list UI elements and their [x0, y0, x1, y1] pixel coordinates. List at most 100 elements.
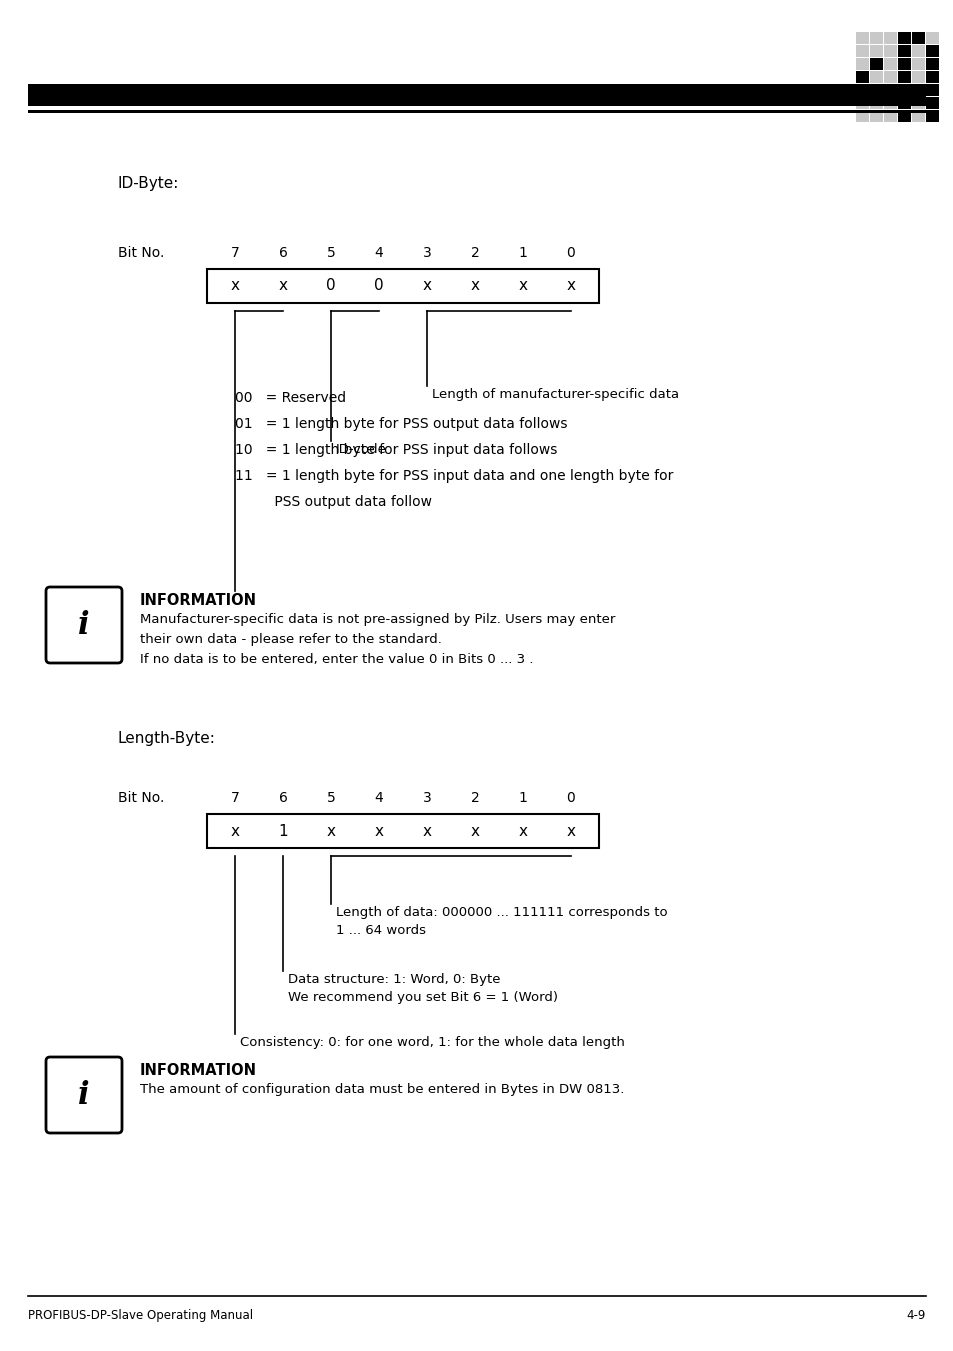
Text: INFORMATION: INFORMATION: [140, 593, 256, 608]
Bar: [883, 58, 896, 70]
Bar: [869, 97, 882, 109]
Bar: [28, 84, 925, 105]
Text: Length of manufacturer-specific data: Length of manufacturer-specific data: [432, 388, 679, 401]
Bar: [911, 72, 924, 82]
Text: 1: 1: [518, 246, 527, 259]
Text: x: x: [518, 824, 527, 839]
Bar: [897, 72, 910, 82]
Text: i: i: [78, 1079, 90, 1111]
Text: 6: 6: [278, 246, 287, 259]
Text: If no data is to be entered, enter the value 0 in Bits 0 ... 3 .: If no data is to be entered, enter the v…: [140, 653, 533, 666]
Bar: [883, 72, 896, 82]
Bar: [855, 72, 868, 82]
Bar: [869, 72, 882, 82]
Text: x: x: [326, 824, 335, 839]
Text: Data structure: 1: Word, 0: Byte
We recommend you set Bit 6 = 1 (Word): Data structure: 1: Word, 0: Byte We reco…: [288, 973, 558, 1004]
Bar: [925, 58, 938, 70]
Bar: [869, 32, 882, 45]
Text: Bit No.: Bit No.: [118, 790, 164, 805]
Bar: [897, 109, 910, 122]
Text: 11   = 1 length byte for PSS input data and one length byte for: 11 = 1 length byte for PSS input data an…: [234, 469, 673, 484]
Text: The amount of configuration data must be entered in Bytes in DW 0813.: The amount of configuration data must be…: [140, 1084, 623, 1096]
Text: 5: 5: [326, 246, 335, 259]
FancyBboxPatch shape: [46, 586, 122, 663]
Text: Length-Byte:: Length-Byte:: [118, 731, 215, 746]
Bar: [897, 97, 910, 109]
Text: 4-9: 4-9: [905, 1309, 925, 1323]
Text: x: x: [518, 278, 527, 293]
Text: 1: 1: [518, 790, 527, 805]
Bar: [911, 45, 924, 57]
Bar: [869, 58, 882, 70]
FancyBboxPatch shape: [46, 1056, 122, 1133]
Text: Length of data: 000000 ... 111111 corresponds to
1 ... 64 words: Length of data: 000000 ... 111111 corres…: [335, 907, 667, 938]
Text: 0: 0: [566, 790, 575, 805]
Bar: [883, 97, 896, 109]
Bar: [925, 109, 938, 122]
Bar: [911, 58, 924, 70]
Text: 6: 6: [278, 790, 287, 805]
Text: 0: 0: [566, 246, 575, 259]
Text: PROFIBUS-DP-Slave Operating Manual: PROFIBUS-DP-Slave Operating Manual: [28, 1309, 253, 1323]
Bar: [897, 84, 910, 96]
Bar: [897, 45, 910, 57]
Text: 3: 3: [422, 790, 431, 805]
Bar: [869, 84, 882, 96]
Bar: [925, 97, 938, 109]
Text: 4: 4: [375, 790, 383, 805]
Bar: [855, 45, 868, 57]
Text: x: x: [470, 278, 479, 293]
Bar: [855, 109, 868, 122]
Text: 4: 4: [375, 246, 383, 259]
Text: 5: 5: [326, 790, 335, 805]
Bar: [925, 72, 938, 82]
Bar: [911, 84, 924, 96]
Bar: [207, 269, 598, 303]
Text: 0: 0: [326, 278, 335, 293]
Text: 7: 7: [231, 790, 239, 805]
Text: 7: 7: [231, 246, 239, 259]
Bar: [925, 32, 938, 45]
Text: 1: 1: [278, 824, 288, 839]
Text: 0: 0: [374, 278, 383, 293]
Text: x: x: [566, 824, 575, 839]
Bar: [869, 109, 882, 122]
Text: x: x: [231, 824, 239, 839]
Bar: [28, 109, 925, 113]
Bar: [911, 32, 924, 45]
Text: ID-code: ID-code: [335, 443, 387, 457]
Text: their own data - please refer to the standard.: their own data - please refer to the sta…: [140, 634, 441, 646]
Text: INFORMATION: INFORMATION: [140, 1063, 256, 1078]
Bar: [883, 109, 896, 122]
Text: x: x: [278, 278, 287, 293]
Text: Manufacturer-specific data is not pre-assigned by Pilz. Users may enter: Manufacturer-specific data is not pre-as…: [140, 613, 615, 626]
Bar: [855, 58, 868, 70]
Text: x: x: [566, 278, 575, 293]
Bar: [883, 84, 896, 96]
Text: x: x: [470, 824, 479, 839]
Bar: [855, 32, 868, 45]
Bar: [925, 84, 938, 96]
Text: Consistency: 0: for one word, 1: for the whole data length: Consistency: 0: for one word, 1: for the…: [240, 1036, 624, 1048]
Bar: [207, 815, 598, 848]
Bar: [855, 97, 868, 109]
Bar: [897, 58, 910, 70]
Bar: [855, 84, 868, 96]
Bar: [911, 97, 924, 109]
Text: PSS output data follow: PSS output data follow: [234, 494, 432, 509]
Text: 2: 2: [470, 790, 478, 805]
Text: 2: 2: [470, 246, 478, 259]
Text: 01   = 1 length byte for PSS output data follows: 01 = 1 length byte for PSS output data f…: [234, 417, 567, 431]
Text: i: i: [78, 609, 90, 640]
Text: ID-Byte:: ID-Byte:: [118, 176, 179, 190]
Text: x: x: [231, 278, 239, 293]
Text: 00   = Reserved: 00 = Reserved: [234, 390, 346, 405]
Text: Bit No.: Bit No.: [118, 246, 164, 259]
Bar: [883, 32, 896, 45]
Bar: [925, 45, 938, 57]
Bar: [883, 45, 896, 57]
Text: x: x: [375, 824, 383, 839]
Text: 3: 3: [422, 246, 431, 259]
Text: x: x: [422, 824, 431, 839]
Bar: [897, 32, 910, 45]
